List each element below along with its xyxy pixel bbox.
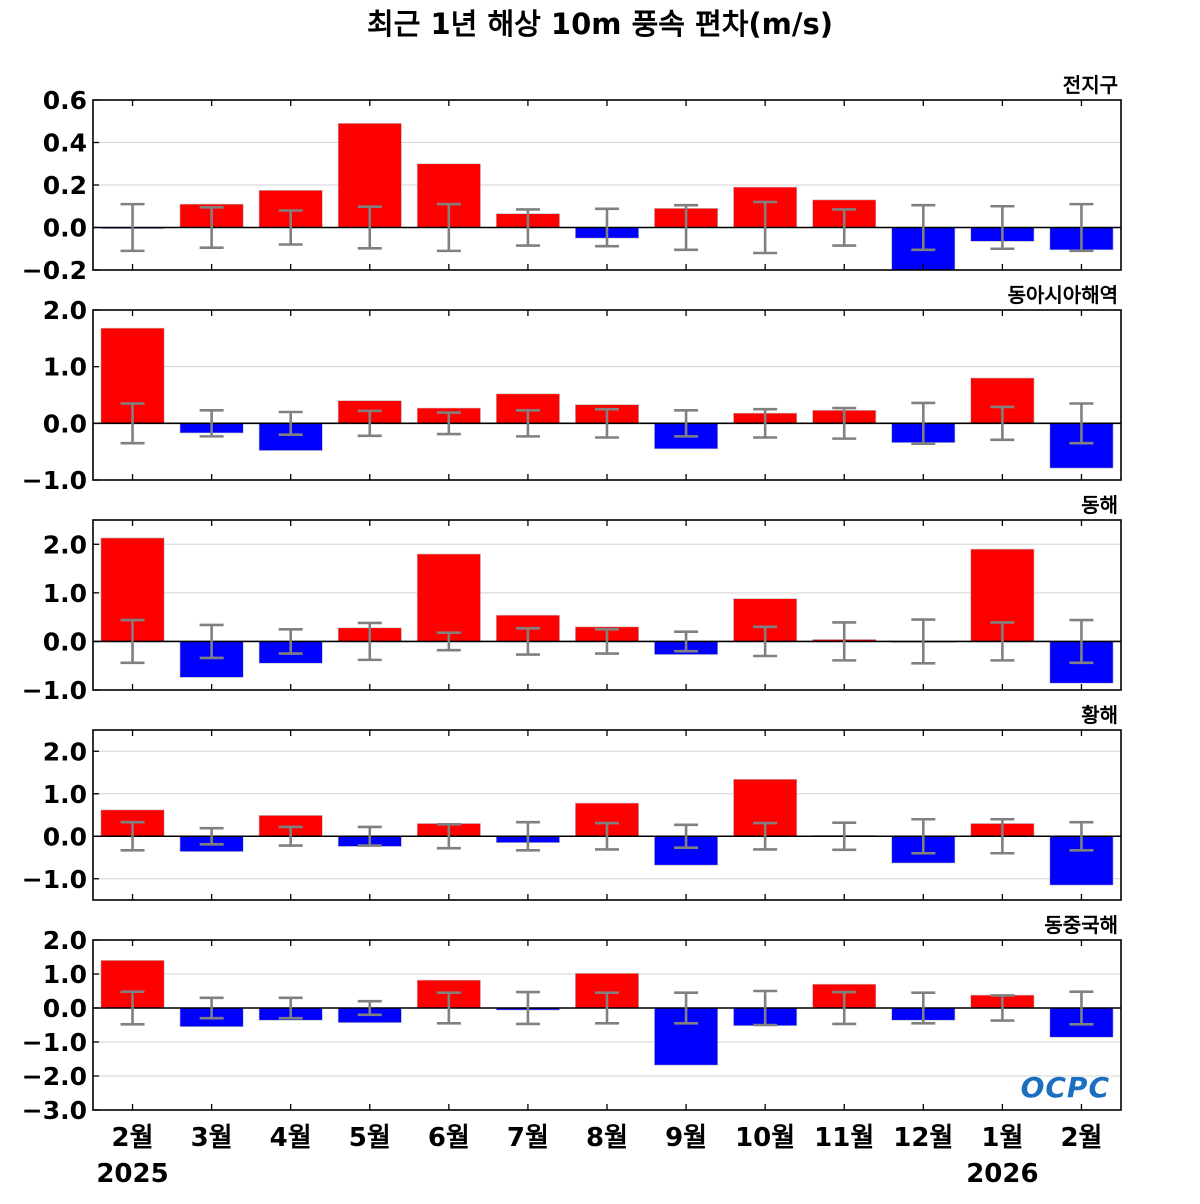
x-tick-label: 10월 [735,1123,795,1153]
y-tick-label: 0.0 [43,627,87,656]
x-tick-label: 12월 [893,1123,953,1153]
x-tick-label: 7월 [507,1123,549,1153]
panel-title: 동아시아해역 [1008,283,1118,307]
x-tick-label: 4월 [270,1123,312,1153]
x-year-label: 2026 [966,1159,1038,1189]
y-tick-label: 1.0 [43,960,87,989]
y-tick-label: 0.0 [43,409,87,438]
y-tick-label: 0.0 [43,822,87,851]
x-tick-label: 8월 [586,1123,628,1153]
x-tick-label: 3월 [191,1123,233,1153]
y-tick-label: 2.0 [43,737,87,766]
panel-3: −1.0 0.0 1.0 2.0 동해 [22,493,1122,705]
panel-5: −3.0 −2.0 −1.0 0.0 1.0 2.0 동중국해 [22,913,1122,1125]
y-tick-label: 1.0 [43,579,87,608]
x-tick-label: 2월 [1060,1123,1102,1153]
panel-frame [92,519,1122,691]
x-tick-label: 9월 [665,1123,707,1153]
panel-title: 동해 [1081,493,1118,517]
panel-title: 황해 [1081,703,1118,727]
y-tick-label: 0.2 [43,171,87,200]
panel-title: 전지구 [1063,73,1118,97]
y-tick-label: −1.0 [22,1028,87,1057]
x-tick-label: 6월 [428,1123,470,1153]
panel-title: 동중국해 [1044,913,1118,937]
bar [416,553,481,642]
y-tick-label: −2.0 [22,1062,87,1091]
x-tick-label: 11월 [814,1123,874,1153]
x-tick-label: 2월 [112,1123,154,1153]
chart-title: 최근 1년 해상 10m 풍속 편차(m/s) [367,7,833,41]
y-tick-label: −1.0 [22,865,87,894]
panel-4: −1.0 0.0 1.0 2.0 황해 [22,703,1122,901]
x-tick-label: 5월 [349,1123,391,1153]
y-tick-label: 1.0 [43,780,87,809]
panel-frame [92,939,1122,1111]
panel-frame [92,309,1122,481]
y-tick-label: 0.0 [43,214,87,243]
y-tick-label: 2.0 [43,296,87,325]
y-tick-label: −3.0 [22,1096,87,1125]
y-tick-label: 2.0 [43,530,87,559]
x-tick-label: 1월 [981,1123,1023,1153]
chart-panels: −0.20.00.20.40.6전지구−1.00.01.02.0동아시아해역−1… [22,73,1122,1125]
y-tick-label: 0.4 [43,129,87,158]
y-tick-label: −1.0 [22,466,87,495]
y-tick-label: 0.0 [43,994,87,1023]
y-tick-label: 2.0 [43,926,87,955]
y-tick-label: 1.0 [43,353,87,382]
y-tick-label: 0.6 [43,86,87,115]
ocpc-logo: OCPC [1021,1071,1110,1104]
x-year-label: 2025 [96,1159,168,1189]
panel-2: −1.0 0.0 1.0 2.0 동아시아해역 [22,283,1122,495]
y-tick-label: −0.2 [22,256,87,285]
x-axis: 2월 3월 4월 5월 6월 7월 8월 9월 10월 11월 12월 1월 2월 2025 2026 [96,1123,1102,1189]
panel-1: −0.2 0.0 0.2 0.4 0.6 전지구 [22,73,1122,285]
y-tick-label: −1.0 [22,676,87,705]
